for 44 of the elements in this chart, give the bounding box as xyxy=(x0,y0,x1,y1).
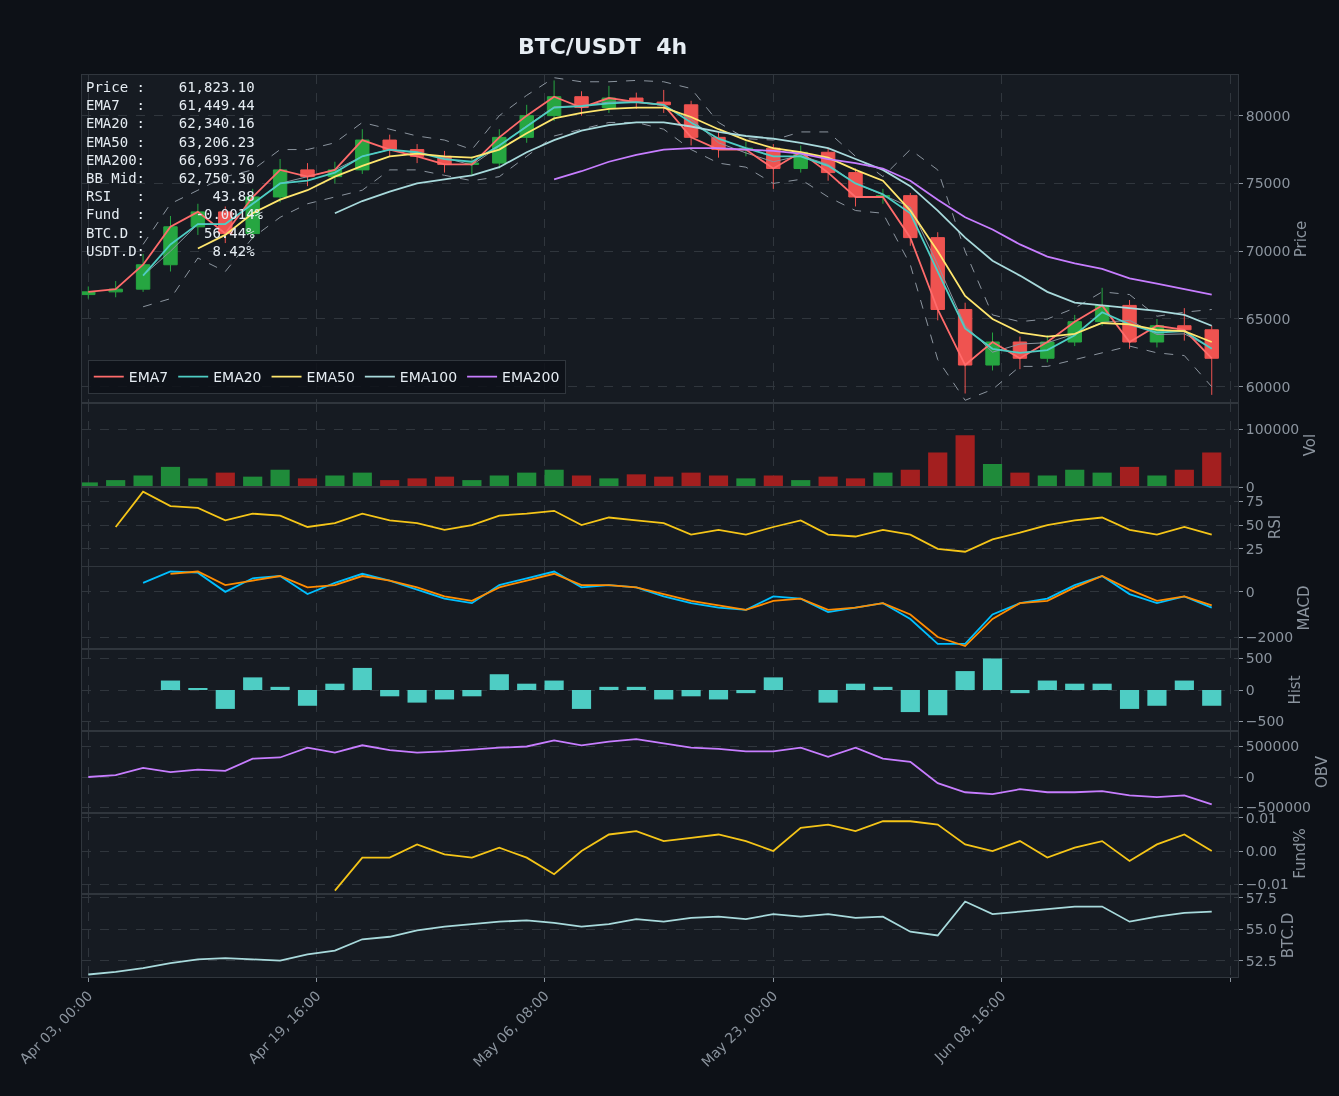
y-tick-label: 25 xyxy=(1245,540,1264,557)
y-axis-title: Price xyxy=(1292,220,1311,258)
y-tick-label: 100000 xyxy=(1245,421,1300,438)
y-tick-label: 0 xyxy=(1245,478,1255,495)
annotation: EMA200: 66,693.76 xyxy=(86,151,255,168)
y-tick-label: 500000 xyxy=(1245,738,1300,755)
annotation: EMA7 : 61,449.44 xyxy=(86,97,255,114)
y-tick-label: 0 xyxy=(1245,681,1255,698)
y-tick-label: 57.5 xyxy=(1245,889,1277,906)
y-tick-label: 75 xyxy=(1245,493,1264,510)
annotation: BB Mid: 62,750.30 xyxy=(86,170,255,186)
y-tick-label: 52.5 xyxy=(1245,952,1277,969)
annotation: EMA50 : 63,206.23 xyxy=(86,133,255,150)
annotation: USDT.D: 8.42% xyxy=(86,242,256,259)
legend-label: EMA7 xyxy=(128,369,169,386)
y-tick-label: −0.01 xyxy=(1245,875,1289,892)
annotation: RSI : 43.88 xyxy=(86,188,255,205)
y-axis-title: Hist xyxy=(1286,675,1305,705)
y-tick-label: 55.0 xyxy=(1245,921,1277,938)
chart-title: BTC/USDT 4h xyxy=(517,33,688,59)
y-tick-label: 0 xyxy=(1245,583,1255,600)
y-tick-label: 0.00 xyxy=(1245,842,1277,859)
y-tick-label: 80000 xyxy=(1245,107,1291,124)
y-tick-label: −2000 xyxy=(1245,628,1294,645)
y-axis-title: RSI xyxy=(1265,514,1284,540)
y-tick-label: 70000 xyxy=(1245,243,1291,260)
y-tick-label: 500 xyxy=(1245,650,1273,667)
annotation: EMA20 : 62,340.16 xyxy=(86,115,255,132)
y-tick-label: 65000 xyxy=(1245,310,1291,327)
y-axis-title: BTC.D xyxy=(1278,912,1297,959)
annotation: Price : 61,823.10 xyxy=(86,79,255,95)
legend-label: EMA100 xyxy=(399,369,458,386)
y-tick-label: 75000 xyxy=(1245,175,1291,192)
y-tick-label: 60000 xyxy=(1245,378,1291,395)
y-tick-label: −500 xyxy=(1245,713,1285,730)
y-tick-label: 0 xyxy=(1245,768,1255,785)
legend-label: EMA200 xyxy=(502,369,560,386)
legend-label: EMA50 xyxy=(306,369,355,386)
y-axis-title: Vol xyxy=(1301,433,1320,457)
y-axis-title: MACD xyxy=(1295,585,1314,631)
y-tick-label: 50 xyxy=(1245,517,1264,533)
y-axis-title: Fund% xyxy=(1290,828,1309,879)
legend-label: EMA20 xyxy=(213,369,262,386)
y-axis-title: OBV xyxy=(1312,755,1331,788)
